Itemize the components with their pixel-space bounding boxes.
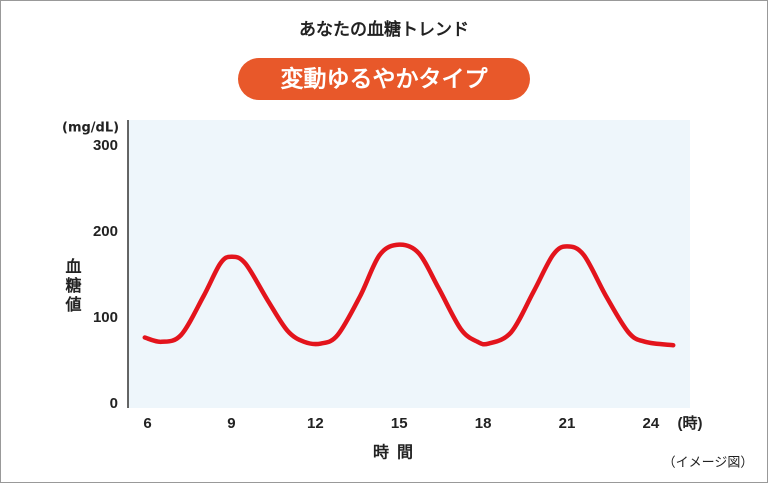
y-tick-label: 0 — [110, 395, 118, 412]
x-tick-label: 21 — [559, 415, 576, 432]
y-tick-label: 200 — [93, 223, 118, 240]
x-unit: (時) — [678, 414, 703, 432]
note: （イメージ図） — [663, 456, 754, 471]
x-tick-label: 15 — [391, 415, 408, 432]
y-tick-label: 100 — [93, 309, 118, 326]
plot-area — [128, 120, 690, 408]
badge-text: 変動ゆるやかタイプ — [281, 66, 489, 93]
x-tick-label: 6 — [143, 415, 151, 432]
x-axis-label: 時間 — [373, 443, 421, 462]
x-tick-label: 9 — [227, 415, 235, 432]
x-tick-label: 12 — [307, 415, 324, 432]
badge-bg — [238, 58, 530, 100]
y-tick-label: 300 — [93, 137, 118, 154]
chart-title: あなたの血糖トレンド — [299, 19, 469, 40]
trend-line — [142, 242, 676, 348]
x-tick-label: 18 — [475, 415, 492, 432]
x-tick-label: 24 — [643, 415, 660, 432]
y-unit: (mg/dL) — [62, 121, 119, 136]
y-axis-label: 血糖値 — [63, 257, 83, 315]
